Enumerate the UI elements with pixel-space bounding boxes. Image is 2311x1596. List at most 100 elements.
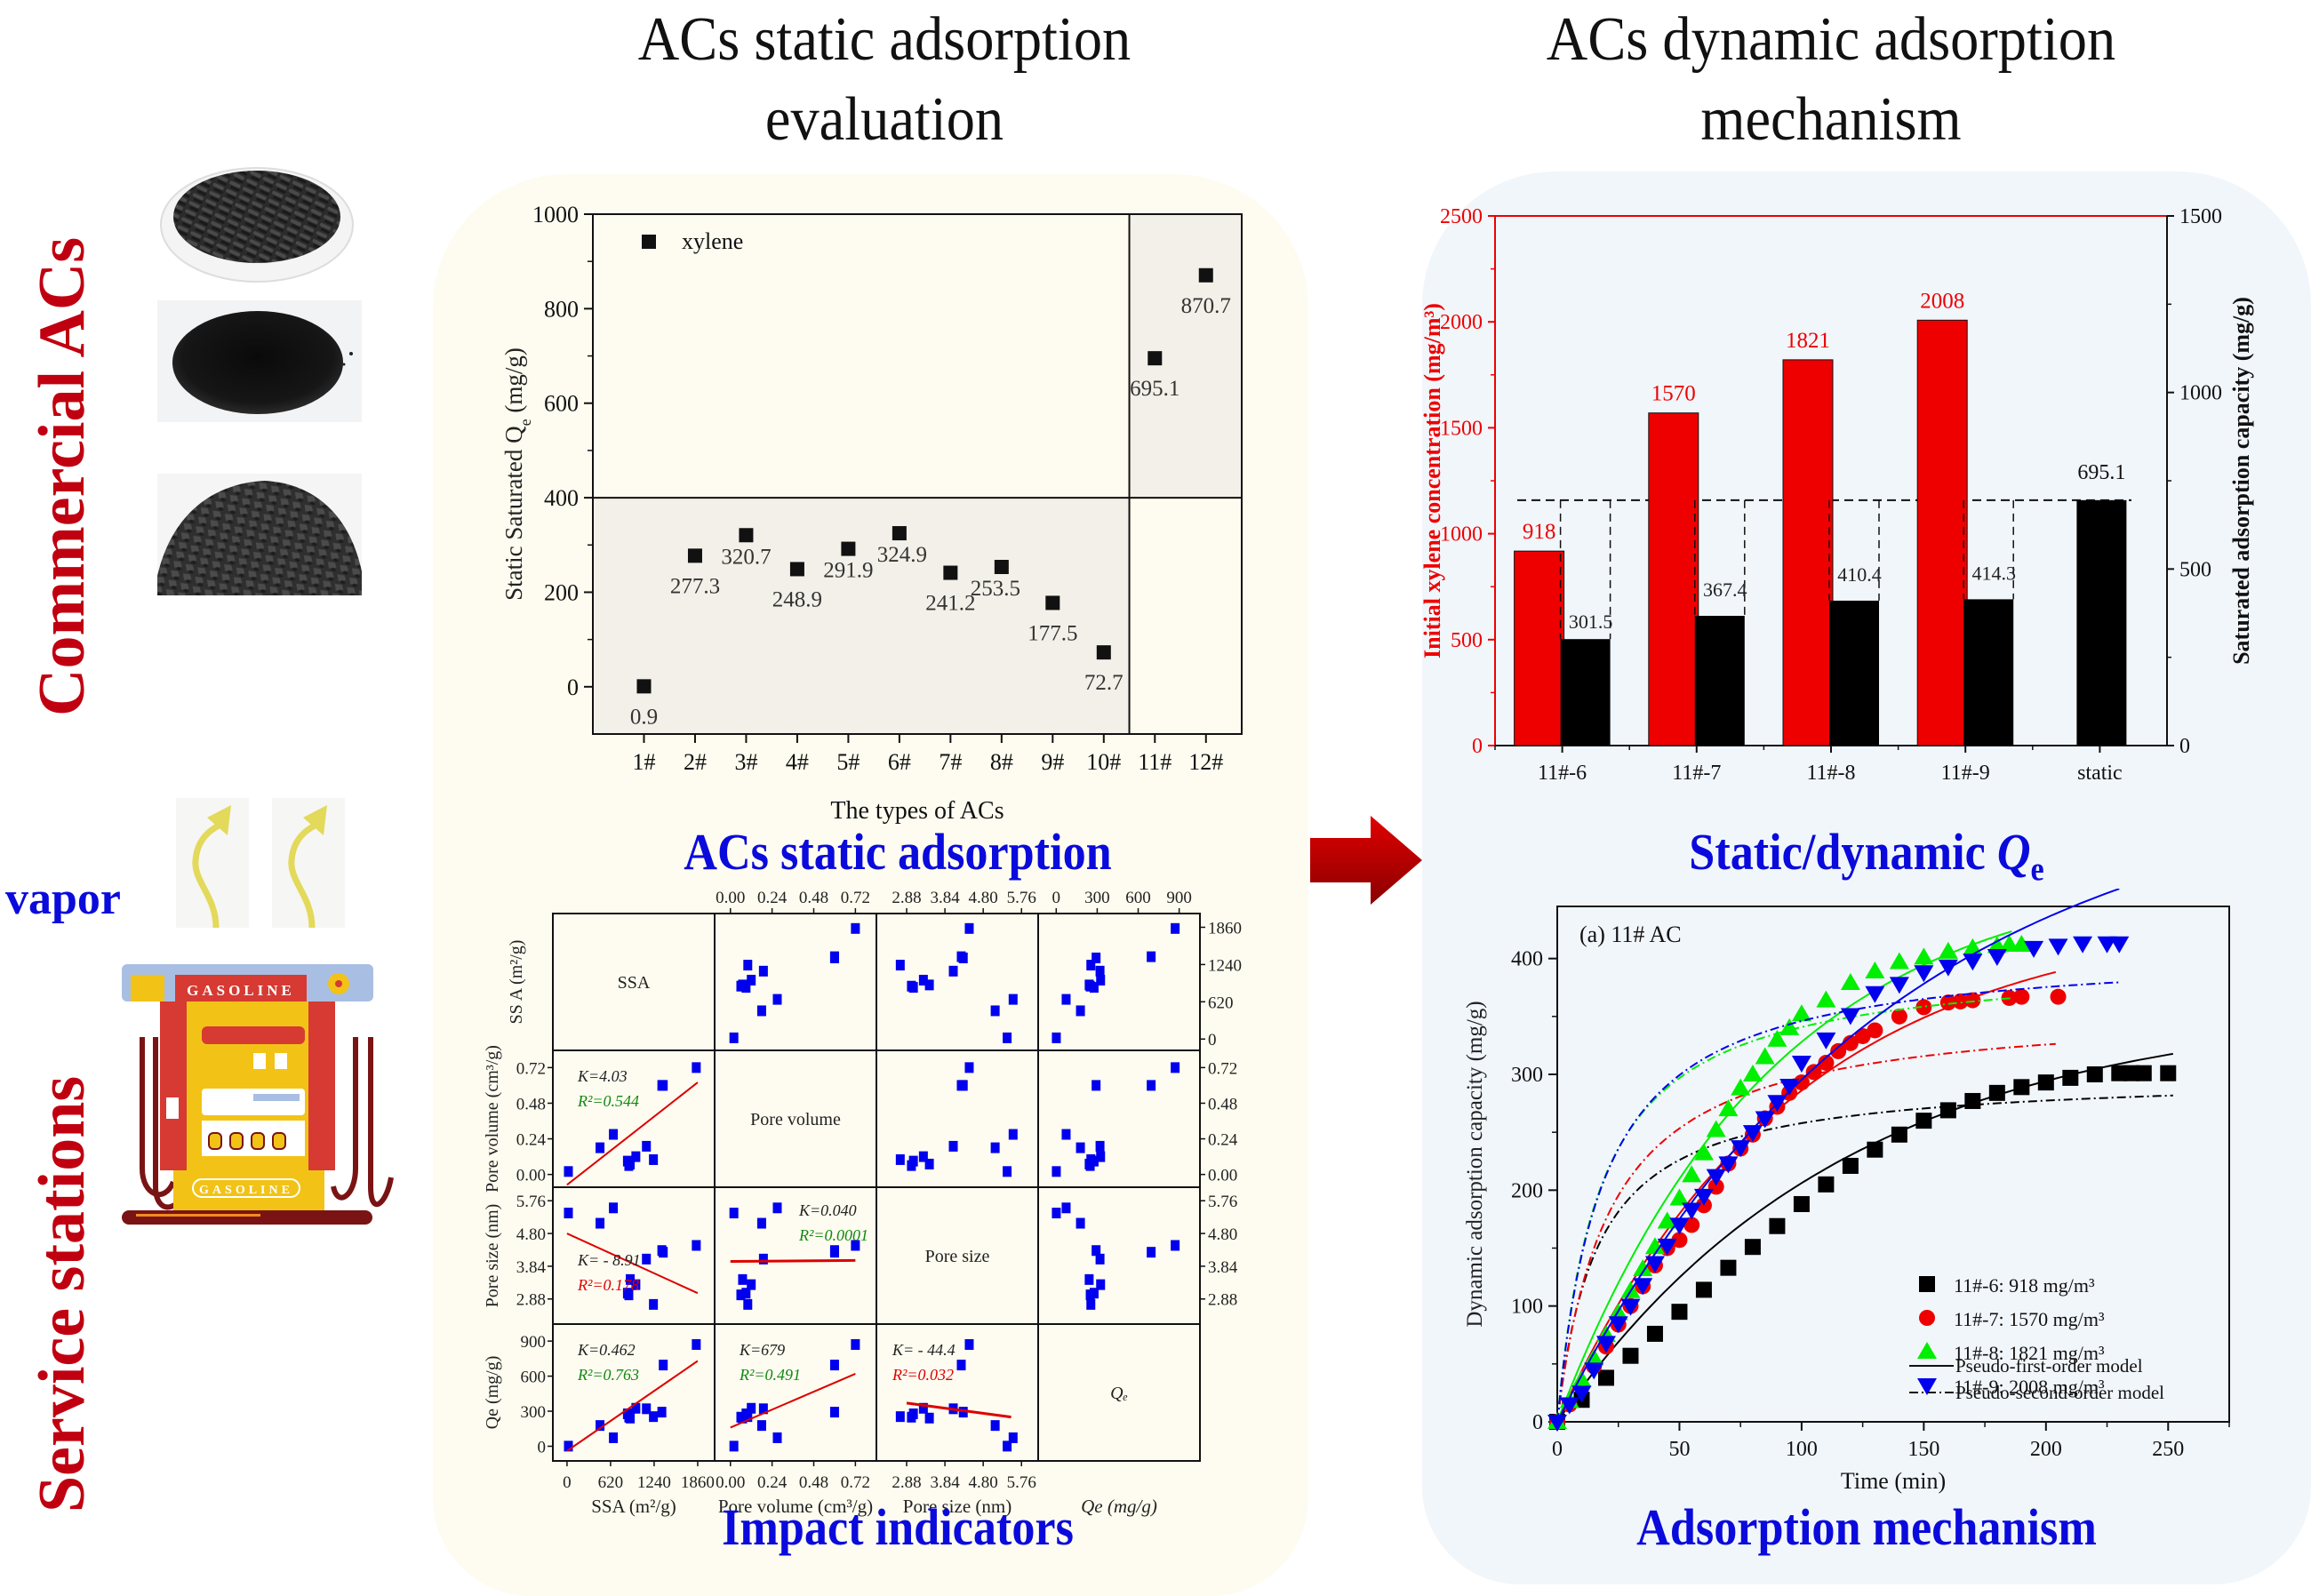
left-tick-label: 1000 (1440, 523, 1483, 547)
matrix-point (631, 1151, 641, 1162)
concentration-bar (1782, 359, 1834, 746)
matrix-point (631, 1279, 641, 1290)
matrix-point (626, 1158, 636, 1169)
matrix-point (756, 1005, 766, 1017)
matrix-left-tick-label: 300 (521, 1403, 547, 1422)
matrix-x-axis-label: Pore volume (cm³/g) (718, 1496, 873, 1517)
static-dynamic-bar-chart: 0 500 1000 1500 2000 2500 0 500 1000 1500 11#-6 918… (1422, 205, 2254, 785)
matrix-point (829, 1360, 839, 1371)
marker-square (2111, 1065, 2128, 1081)
marker-circle (1915, 999, 1932, 1016)
matrix-point (851, 1240, 860, 1251)
diagonal-label: Qₑ (1110, 1384, 1128, 1403)
marker-triangle-down (1963, 954, 1983, 971)
fit-r2-label: R²=0.763 (577, 1366, 639, 1384)
marker-triangle-down (1644, 1256, 1665, 1273)
concentration-bar (1916, 319, 1968, 746)
matrix-top-tick-label: 900 (1166, 889, 1192, 907)
concentration-bar (1514, 550, 1565, 746)
impact-scatter-matrix: SSA Pore volume Pore size Qₑ K=4.03 R²=0.544 K… (483, 889, 1242, 1517)
marker-square (1720, 1259, 1737, 1276)
matrix-point (956, 1360, 966, 1371)
marker-circle (2050, 988, 2067, 1005)
marker-circle (1867, 1022, 1883, 1039)
matrix-bottom-tick-label: 0.48 (799, 1473, 828, 1492)
marker-triangle-up (1742, 1064, 1763, 1081)
marker-triangle-down (1706, 1169, 1726, 1186)
matrix-point (729, 1208, 739, 1219)
matrix-point (948, 965, 958, 977)
marker-triangle-up (1767, 1029, 1787, 1047)
matrix-point (596, 1142, 605, 1153)
right-tick-label: 1000 (2179, 382, 2222, 405)
marker-triangle-down (1657, 1238, 1677, 1256)
pso-fit-curve (1556, 1094, 2173, 1423)
x-tick-label: 9# (1041, 749, 1064, 775)
marker-circle (2013, 988, 2030, 1005)
fit-line (906, 1401, 1012, 1419)
matrix-point (738, 1412, 748, 1424)
matrix-left-tick-label: 0.00 (516, 1167, 546, 1185)
fit-r2-label: R²=0.032 (892, 1366, 954, 1384)
legend-pfo-label: Pseudo-first-order model (1955, 1355, 2143, 1377)
left-tick-label: 2500 (1440, 205, 1483, 228)
dynamic-mechanism-title: ACs dynamic adsorption mechanism (1463, 0, 2199, 160)
marker-square (1622, 1347, 1639, 1364)
marker-square (1793, 1195, 1810, 1212)
pump-sign-bottom: GASOLINE (199, 1184, 293, 1197)
capacity-label: 301.5 (1569, 610, 1613, 633)
matrix-point (659, 1360, 668, 1371)
matrix-point (1171, 1240, 1180, 1251)
right-tick-label: 1500 (2179, 205, 2222, 228)
capacity-label: 695.1 (2077, 461, 2125, 484)
marker-triangle-up (1693, 1143, 1714, 1161)
x-tick-label: 200 (2030, 1438, 2062, 1461)
matrix-point (895, 1411, 905, 1423)
marker-triangle-down (1620, 1298, 1641, 1316)
commercial-acs-label: Commercial ACs (26, 236, 99, 716)
data-label: 291.9 (823, 559, 873, 583)
matrix-point (626, 1412, 636, 1424)
data-point (994, 560, 1009, 575)
matrix-point (692, 1062, 701, 1073)
matrix-point (659, 1247, 668, 1258)
marker-triangle-up (2011, 935, 2032, 953)
marker-triangle-up (1706, 1120, 1726, 1137)
matrix-point (1052, 1166, 1061, 1177)
matrix-point (990, 1005, 1000, 1017)
x-tick-label: 0 (1552, 1438, 1563, 1461)
marker-circle (1818, 1054, 1835, 1071)
y-tick-label: 300 (1511, 1064, 1543, 1087)
marker-circle (1830, 1042, 1847, 1059)
marker-triangle-up (1755, 1047, 1775, 1065)
marker-triangle-down (1559, 1397, 1579, 1415)
impact-indicators-label: Impact indicators (722, 1498, 1074, 1556)
matrix-bottom-tick-label: 0.72 (841, 1473, 870, 1492)
pellet-carbon-photo (158, 165, 356, 285)
matrix-bottom-tick-label: 0.24 (757, 1473, 788, 1492)
matrix-point (692, 1240, 701, 1251)
fit-line (730, 1373, 856, 1429)
marker-square (1915, 1113, 1932, 1129)
marker-triangle-up (1718, 1099, 1739, 1117)
matrix-cell (1037, 913, 1201, 1051)
marker-square (1646, 1325, 1663, 1342)
marker-square (2135, 1065, 2152, 1081)
matrix-left-tick-label: 0.24 (516, 1131, 547, 1150)
qe-symbol: Q (1996, 823, 2031, 881)
x-tick-label: 7# (939, 749, 962, 775)
matrix-right-tick-label: 0.48 (1208, 1095, 1237, 1113)
marker-square (1842, 1157, 1859, 1174)
fit-r2-label: R²=0.491 (739, 1366, 801, 1384)
matrix-right-tick-label: 4.80 (1208, 1225, 1237, 1244)
matrix-point (958, 1407, 968, 1418)
data-point (739, 528, 754, 543)
matrix-point (964, 1062, 974, 1073)
matrix-point (1076, 1005, 1085, 1017)
matrix-point (1052, 1032, 1061, 1043)
y-tick-label: 0 (1532, 1411, 1543, 1434)
concentration-label: 1570 (1651, 382, 1696, 406)
matrix-point (1076, 1142, 1085, 1153)
kinetics-chart: 0 50 100 150 200 250 0 100 200 300 400 Time (min) Dy… (1463, 889, 2230, 1494)
data-point (636, 679, 652, 694)
